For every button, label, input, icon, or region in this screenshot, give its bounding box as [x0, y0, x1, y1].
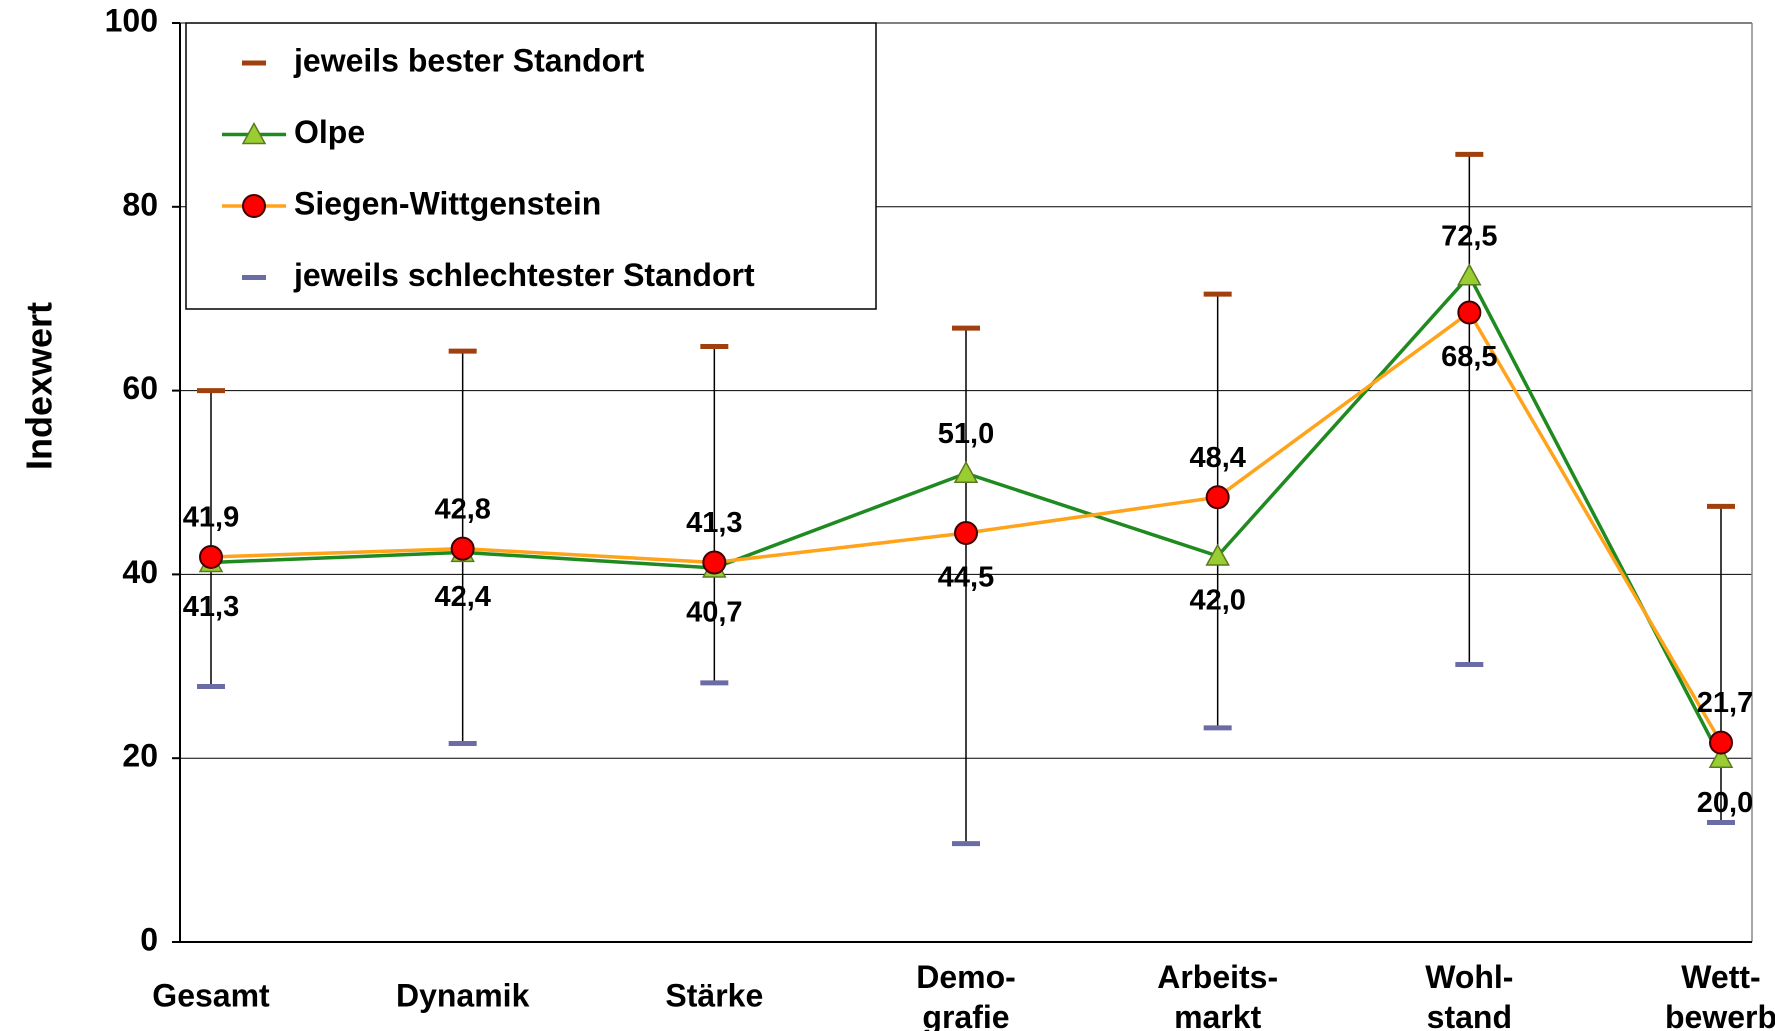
point-marker: [954, 521, 978, 546]
y-tick-label: 0: [140, 921, 158, 957]
legend-label: jeweils bester Standort: [293, 42, 645, 78]
x-tick-label: Stärke: [665, 977, 763, 1013]
x-tick-label: Wohl-stand: [1425, 959, 1513, 1031]
y-tick-label: 80: [122, 186, 158, 222]
y-tick-label: 100: [105, 2, 158, 38]
data-label: 68,5: [1441, 341, 1497, 373]
data-label: 42,8: [434, 493, 490, 525]
legend-label: jeweils schlechtester Standort: [293, 257, 755, 293]
point-marker: [953, 460, 979, 484]
data-label: 72,5: [1441, 220, 1497, 252]
x-tick-label: Dynamik: [396, 977, 530, 1013]
point-marker: [1205, 543, 1230, 566]
data-label: 40,7: [686, 597, 742, 629]
data-label: 44,5: [938, 562, 994, 594]
point-marker: [1205, 485, 1230, 510]
data-label: 41,9: [183, 502, 239, 534]
data-label: 41,3: [183, 591, 239, 623]
data-label: 51,0: [938, 418, 994, 450]
data-label: 42,0: [1189, 585, 1245, 617]
legend-marker: [242, 194, 266, 218]
y-tick-label: 40: [122, 554, 158, 590]
x-tick-label: Gesamt: [152, 977, 270, 1013]
legend-box: [185, 22, 877, 310]
legend-marker: [241, 121, 267, 145]
legend-label: Siegen-Wittgenstein: [294, 185, 601, 221]
x-tick-label: Wett-bewerb: [1665, 959, 1775, 1031]
point-marker: [1709, 730, 1733, 755]
x-tick-label: Arbeits-markt: [1157, 959, 1278, 1031]
data-label: 48,4: [1189, 442, 1245, 474]
y-tick-label: 20: [122, 738, 158, 774]
point-marker: [450, 536, 475, 561]
x-tick-label: Demo-grafie: [916, 959, 1016, 1031]
point-marker: [702, 550, 727, 575]
data-label: 41,3: [686, 507, 742, 539]
legend: jeweils bester Standort Olpe Siegen-Wittge…: [185, 22, 877, 310]
legend-label: Olpe: [294, 114, 365, 150]
point-marker: [199, 544, 223, 569]
point-marker: [1457, 263, 1482, 286]
point-marker: [1708, 745, 1734, 768]
y-axis-title: Indexwert: [19, 302, 60, 470]
data-label: 21,7: [1697, 687, 1753, 719]
data-label: 42,4: [434, 581, 490, 613]
point-marker: [1457, 300, 1482, 325]
data-label: 20,0: [1697, 787, 1753, 819]
y-tick-label: 60: [122, 370, 158, 406]
